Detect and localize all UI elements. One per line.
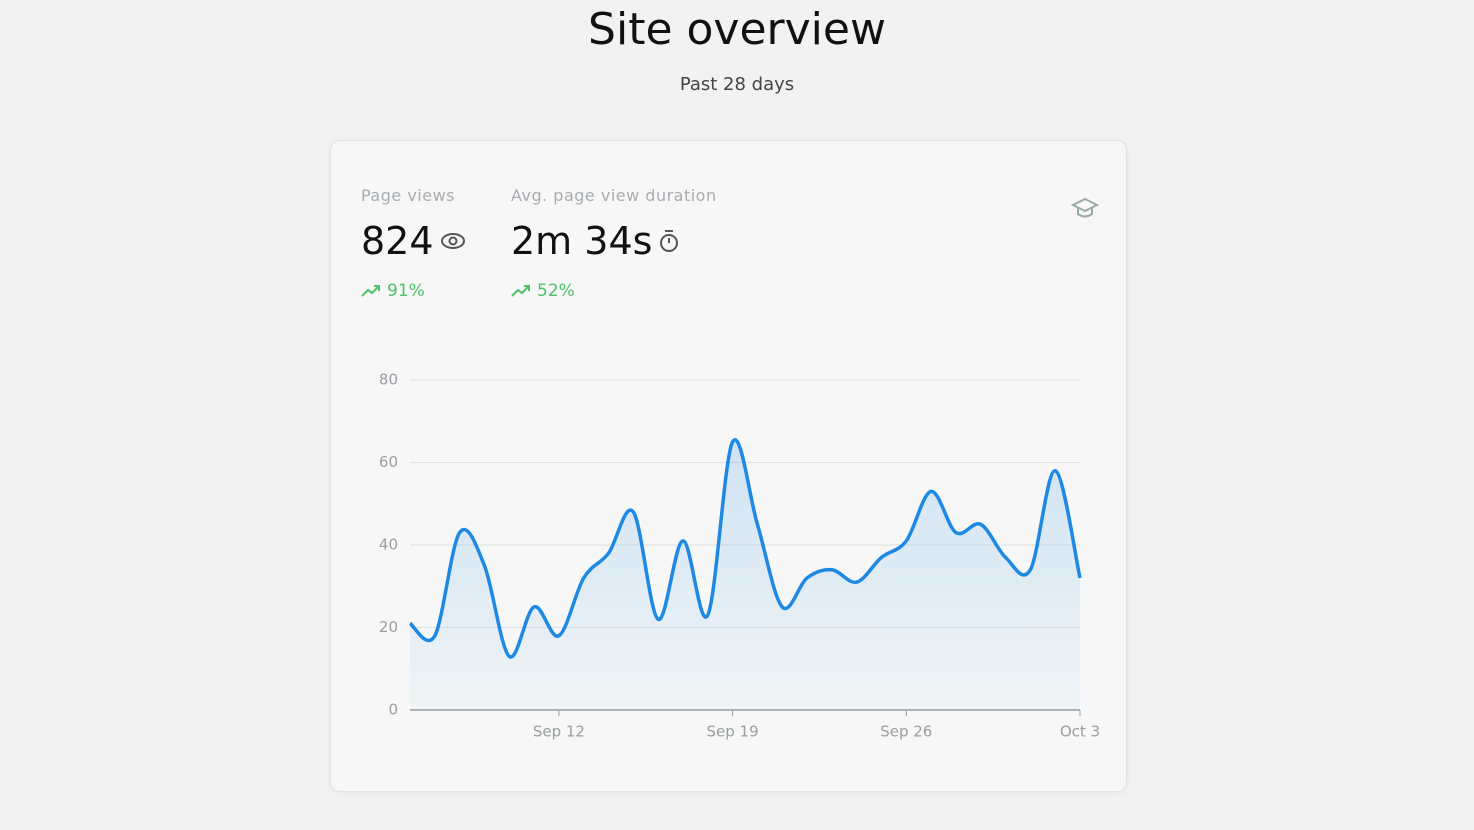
x-tick-label: Oct 3 xyxy=(1060,723,1100,741)
x-tick-label: Sep 19 xyxy=(707,723,759,741)
x-tick-label: Sep 26 xyxy=(880,723,932,741)
timer-icon xyxy=(660,230,679,252)
y-tick-label: 80 xyxy=(379,371,398,389)
metric-change: 91% xyxy=(387,281,425,301)
learn-icon[interactable] xyxy=(1071,196,1099,222)
line xyxy=(408,438,1082,659)
trend-icon xyxy=(361,285,380,297)
area xyxy=(410,439,1080,710)
metric-label: Page views xyxy=(361,186,455,205)
metric-value: 824 xyxy=(361,219,434,263)
y-tick-label: 40 xyxy=(379,536,398,554)
eye-icon xyxy=(440,233,465,249)
x-tick-label: Sep 12 xyxy=(533,723,585,741)
metric-value: 2m 34s xyxy=(511,219,653,263)
page-title: Site overview xyxy=(588,4,886,55)
metric-change-row: 52% xyxy=(511,281,717,301)
metric-label: Avg. page view duration xyxy=(511,186,717,205)
metric-change-row: 91% xyxy=(361,281,466,301)
metric-value-row: 2m 34s xyxy=(511,219,717,263)
y-tick-label: 0 xyxy=(388,701,398,719)
page-subtitle: Past 28 days xyxy=(679,74,795,95)
trend-icon xyxy=(511,285,530,297)
y-tick-label: 20 xyxy=(379,618,398,636)
metric-change: 52% xyxy=(537,281,575,301)
metric: Avg. page view duration 2m 34s 52% xyxy=(511,186,717,301)
y-tick-label: 60 xyxy=(379,453,398,471)
metric: Page views 824 91% xyxy=(361,186,466,301)
metric-value-row: 824 xyxy=(361,219,466,263)
